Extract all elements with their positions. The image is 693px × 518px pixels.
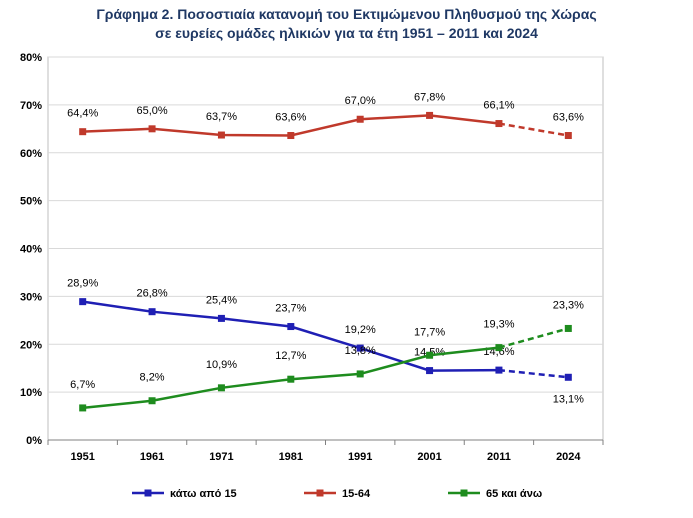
series-projection-0	[498, 368, 569, 379]
data-point	[287, 323, 295, 331]
data-label: 63,6%	[275, 112, 306, 124]
data-label: 64,4%	[67, 108, 98, 120]
series-projection-2	[498, 327, 569, 349]
data-label: 66,1%	[483, 100, 514, 112]
data-label: 63,7%	[206, 111, 237, 123]
data-label: 10,9%	[206, 359, 237, 371]
y-tick-label: 0%	[26, 435, 42, 447]
legend-label: κάτω από 15	[170, 488, 237, 500]
data-label: 17,7%	[414, 326, 445, 338]
data-point	[495, 120, 503, 128]
legend-label: 65 και άνω	[486, 488, 542, 500]
x-tick-label: 1981	[279, 451, 303, 463]
legend-label: 15-64	[342, 488, 371, 500]
data-point	[287, 375, 295, 383]
data-label: 13,1%	[553, 393, 584, 405]
y-tick-label: 50%	[20, 196, 42, 208]
data-point	[426, 367, 434, 375]
data-point	[426, 111, 434, 119]
y-tick-label: 10%	[20, 387, 42, 399]
chart-title-line-1: Γράφημα 2. Ποσοστιαία κατανομή του Εκτιμ…	[96, 6, 597, 22]
x-tick-label: 2024	[556, 451, 581, 463]
y-tick-label: 80%	[20, 52, 42, 64]
x-tick-label: 1971	[209, 451, 233, 463]
data-point	[79, 404, 87, 412]
data-point	[287, 132, 295, 140]
x-tick-label: 1991	[348, 451, 372, 463]
data-label: 19,2%	[345, 324, 376, 336]
data-point	[495, 344, 503, 352]
data-label: 67,0%	[345, 95, 376, 107]
data-point	[564, 373, 572, 381]
legend-marker	[460, 489, 468, 497]
data-label: 65,0%	[136, 105, 167, 117]
chart-title-line-2: σε ευρείες ομάδες ηλικιών για τα έτη 195…	[155, 25, 538, 41]
legend-marker	[144, 489, 152, 497]
data-point	[356, 344, 364, 352]
data-point	[79, 128, 87, 136]
data-point	[356, 370, 364, 378]
data-label: 63,6%	[553, 112, 584, 124]
y-tick-label: 70%	[20, 100, 42, 112]
y-tick-label: 60%	[20, 148, 42, 160]
x-tick-label: 1961	[140, 451, 164, 463]
x-tick-label: 2001	[417, 451, 441, 463]
data-point	[217, 314, 225, 322]
data-point	[495, 366, 503, 374]
data-point	[79, 298, 87, 306]
data-label: 8,2%	[140, 372, 165, 384]
data-label: 23,7%	[275, 303, 306, 315]
x-tick-label: 2011	[487, 451, 511, 463]
data-label: 13,8%	[345, 345, 376, 357]
x-tick-label: 1951	[70, 451, 94, 463]
data-point	[426, 351, 434, 359]
y-tick-label: 30%	[20, 291, 42, 303]
data-point	[148, 125, 156, 133]
y-tick-label: 20%	[20, 339, 42, 351]
data-label: 6,7%	[70, 379, 95, 391]
legend-marker	[316, 489, 324, 497]
data-label: 19,3%	[483, 319, 514, 331]
data-point	[148, 397, 156, 405]
data-label: 12,7%	[275, 350, 306, 362]
data-label: 23,3%	[553, 299, 584, 311]
data-point	[564, 324, 572, 332]
data-label: 28,9%	[67, 278, 98, 290]
data-point	[356, 115, 364, 123]
series-projection-1	[498, 122, 569, 137]
data-label: 26,8%	[136, 288, 167, 300]
data-point	[148, 308, 156, 316]
data-point	[564, 132, 572, 140]
data-point	[217, 131, 225, 139]
data-label: 25,4%	[206, 294, 237, 306]
data-label: 67,8%	[414, 91, 445, 103]
data-point	[217, 384, 225, 392]
y-tick-label: 40%	[20, 244, 42, 256]
